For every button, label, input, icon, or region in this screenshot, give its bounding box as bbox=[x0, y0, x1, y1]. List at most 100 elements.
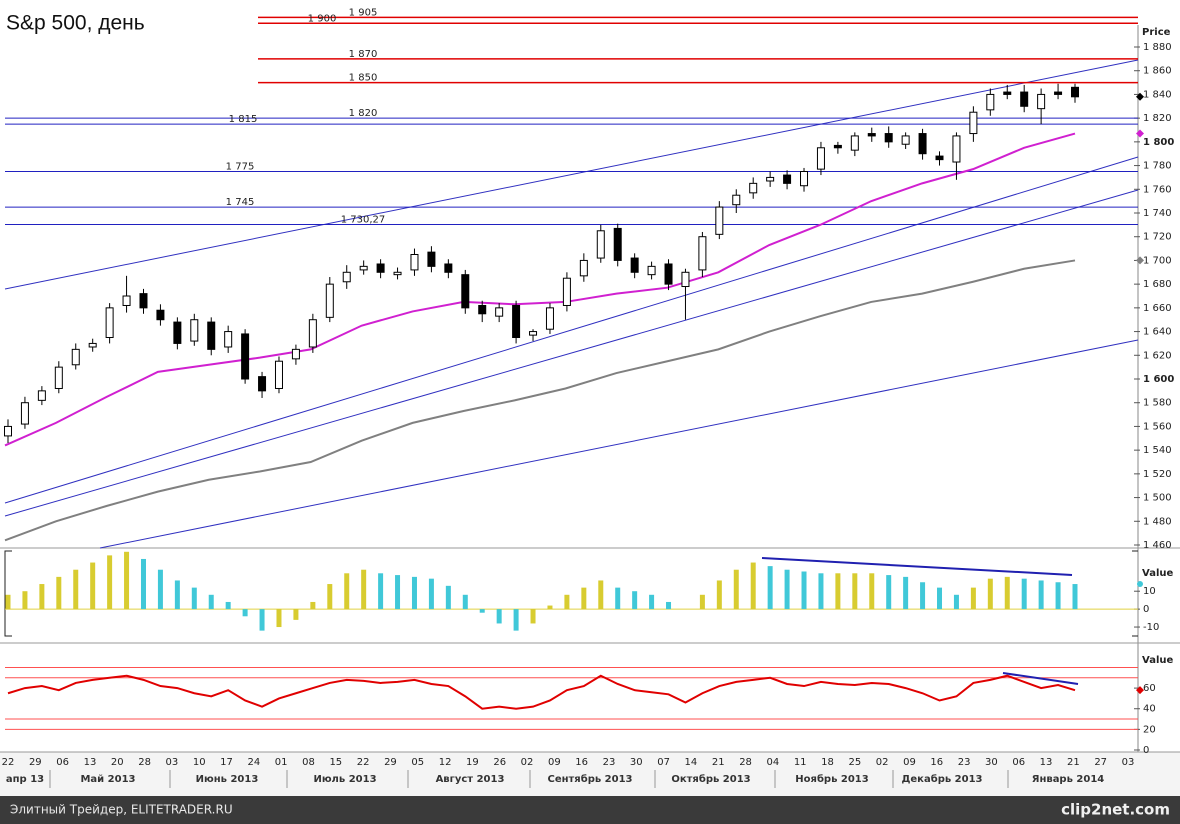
x-tick-label: 11 bbox=[794, 757, 807, 768]
y-tick-label: 20 bbox=[1143, 724, 1156, 735]
histogram-bar bbox=[479, 609, 485, 613]
x-tick-label: 20 bbox=[111, 757, 124, 768]
y-tick-label: 1 860 bbox=[1143, 66, 1172, 77]
x-tick-label: 19 bbox=[466, 757, 479, 768]
footer-bar bbox=[0, 796, 1180, 824]
candle-body bbox=[241, 333, 250, 380]
histogram-bar bbox=[750, 562, 756, 610]
x-tick-label: 03 bbox=[1122, 757, 1135, 768]
candle-body bbox=[139, 293, 148, 309]
level-label: 1 820 bbox=[349, 108, 378, 119]
histogram-bar bbox=[259, 609, 265, 631]
candle-body bbox=[291, 348, 300, 360]
candle-body bbox=[918, 133, 927, 155]
level-label: 1 775 bbox=[226, 162, 255, 173]
candle-body bbox=[1037, 93, 1046, 110]
x-tick-label: 13 bbox=[84, 757, 97, 768]
x-tick-label: 21 bbox=[1067, 757, 1080, 768]
histogram-bar bbox=[157, 569, 163, 610]
candle-body bbox=[207, 321, 216, 350]
candle-body bbox=[986, 93, 995, 111]
x-tick-label: 30 bbox=[985, 757, 998, 768]
x-tick-label: 29 bbox=[29, 757, 42, 768]
candle-body bbox=[1003, 91, 1012, 95]
candle-body bbox=[393, 271, 402, 276]
candle-body bbox=[122, 295, 131, 306]
candle-body bbox=[71, 348, 80, 366]
candle-body bbox=[1020, 91, 1029, 107]
y-tick-label: 1 480 bbox=[1143, 516, 1172, 527]
candle-body bbox=[410, 254, 419, 271]
histogram-bar bbox=[953, 594, 959, 610]
histogram-bar bbox=[666, 601, 672, 610]
x-tick-label: 02 bbox=[521, 757, 534, 768]
candle-body bbox=[579, 259, 588, 277]
month-label: Декабрь 2013 bbox=[901, 773, 982, 785]
y-axis-label: Value bbox=[1142, 655, 1173, 666]
trend-lines bbox=[4, 59, 1139, 549]
level-label: 1 815 bbox=[229, 114, 258, 125]
x-tick-label: 15 bbox=[329, 757, 342, 768]
histogram-bar bbox=[1004, 576, 1010, 610]
candle-body bbox=[681, 271, 690, 288]
indicator-line bbox=[7, 674, 1076, 710]
x-tick-label: 22 bbox=[357, 757, 370, 768]
x-tick-label: 30 bbox=[630, 757, 643, 768]
month-label: Сентябрь 2013 bbox=[547, 773, 632, 785]
histogram-bar bbox=[649, 594, 655, 610]
histogram-bar bbox=[378, 573, 384, 610]
candle-body bbox=[800, 171, 809, 187]
y-tick-label: 60 bbox=[1143, 683, 1156, 694]
histogram-bar bbox=[462, 594, 468, 610]
histogram-bar bbox=[124, 551, 130, 610]
histogram-bar bbox=[852, 573, 858, 610]
x-tick-label: 18 bbox=[821, 757, 834, 768]
month-label: Октябрь 2013 bbox=[671, 773, 750, 785]
level-label: 1 730,27 bbox=[341, 215, 386, 226]
histogram-bar bbox=[310, 601, 316, 610]
histogram-bar bbox=[937, 587, 943, 610]
x-tick-label: 06 bbox=[1012, 757, 1025, 768]
histogram-bar bbox=[39, 584, 45, 610]
histogram-bar bbox=[1021, 578, 1027, 610]
x-tick-label: 16 bbox=[930, 757, 943, 768]
x-tick-label: 03 bbox=[166, 757, 179, 768]
candle-body bbox=[427, 251, 436, 267]
histogram-bar bbox=[869, 573, 875, 610]
candle-body bbox=[156, 309, 165, 321]
candle-body bbox=[647, 265, 656, 276]
x-tick-label: 05 bbox=[411, 757, 424, 768]
candle-body bbox=[664, 263, 673, 285]
histogram-bar bbox=[445, 585, 451, 610]
histogram-bar bbox=[886, 575, 892, 610]
y-tick-label: 1 640 bbox=[1143, 327, 1172, 338]
x-tick-label: 14 bbox=[685, 757, 698, 768]
y-tick-label: 1 760 bbox=[1143, 184, 1172, 195]
candle-body bbox=[613, 227, 622, 261]
price-marker bbox=[1136, 92, 1144, 101]
y-tick-label: 1 580 bbox=[1143, 398, 1172, 409]
candle-body bbox=[20, 402, 29, 425]
histogram-bar bbox=[530, 609, 536, 624]
y-tick-label: 1 560 bbox=[1143, 421, 1172, 432]
candle-body bbox=[850, 135, 859, 151]
histogram-bar bbox=[547, 605, 553, 610]
divergence-line bbox=[1002, 672, 1079, 685]
y-tick-label: 1 720 bbox=[1143, 232, 1172, 243]
month-label: Январь 2014 bbox=[1032, 774, 1105, 785]
candle-body bbox=[173, 321, 182, 344]
candle-body bbox=[783, 174, 792, 184]
trend-line bbox=[4, 189, 1139, 517]
month-label: Ноябрь 2013 bbox=[795, 773, 868, 785]
trend-line bbox=[99, 339, 1139, 549]
histogram-bar bbox=[242, 609, 248, 617]
level-label: 1 905 bbox=[349, 7, 378, 18]
level-label: 1 745 bbox=[226, 197, 255, 208]
y-tick-label: 1 820 bbox=[1143, 113, 1172, 124]
candle-body bbox=[325, 283, 334, 318]
value-marker bbox=[1137, 581, 1143, 588]
month-label: Июнь 2013 bbox=[196, 774, 259, 785]
moving-average bbox=[4, 132, 1076, 447]
candle-body bbox=[342, 271, 351, 283]
footer-source: Элитный Трейдер, ELITETRADER.RU bbox=[10, 803, 233, 817]
